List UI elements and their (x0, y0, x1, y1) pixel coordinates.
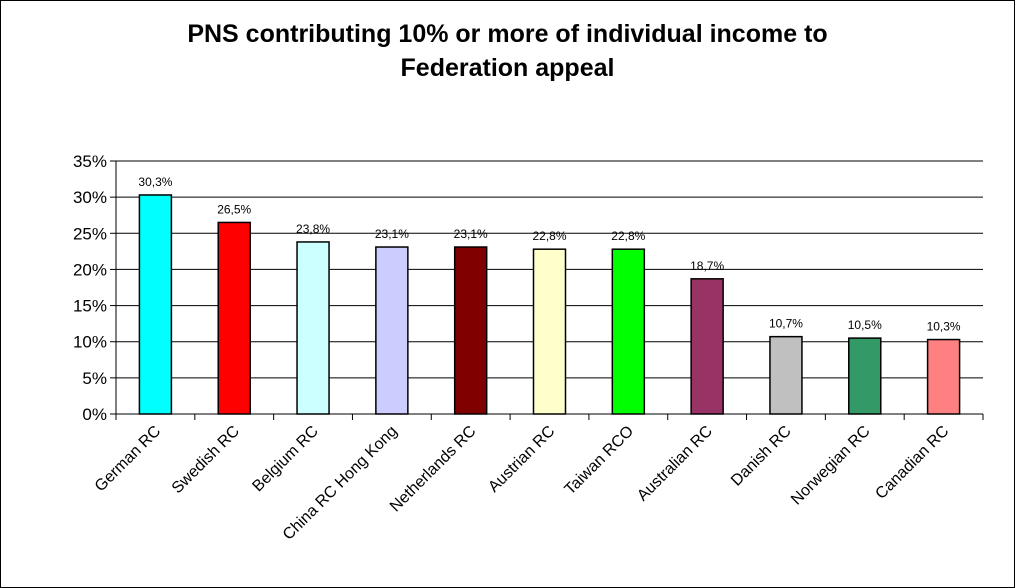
data-label: 23,8% (296, 222, 330, 236)
bar (690, 278, 724, 415)
y-tick-label: 25% (73, 224, 107, 243)
data-label: 10,7% (769, 317, 803, 331)
category-label: Norwegian RC (788, 423, 874, 509)
bar (926, 338, 961, 415)
y-tick-label: 5% (82, 369, 107, 388)
bar (296, 241, 330, 415)
data-label: 22,8% (611, 229, 645, 243)
category-label: Australian RC (634, 423, 716, 505)
category-label: Taiwan RCO (562, 423, 638, 499)
category-label: German RC (92, 423, 164, 495)
data-label: 10,5% (848, 318, 882, 332)
chart-title-line-2: Federation appeal (400, 54, 615, 82)
bar (848, 337, 882, 415)
bar (138, 194, 173, 415)
data-label: 10,3% (927, 320, 961, 334)
bar (217, 221, 251, 415)
data-label: 23,1% (454, 227, 488, 241)
data-label: 18,7% (690, 259, 724, 273)
bar (611, 248, 646, 415)
chart-title: PNS contributing 10% or more of individu… (1, 17, 1014, 85)
y-tick-label: 0% (82, 405, 107, 424)
bar (375, 246, 409, 415)
data-label: 30,3% (138, 175, 172, 189)
category-label: Austrian RC (485, 423, 558, 496)
data-label: 22,8% (532, 229, 566, 243)
y-tick-label: 15% (73, 297, 107, 316)
chart-title-line-1: PNS contributing 10% or more of individu… (187, 20, 828, 48)
data-label: 26,5% (217, 202, 251, 216)
y-tick-label: 35% (73, 152, 107, 171)
y-tick-label: 20% (73, 260, 107, 279)
bar (769, 335, 803, 415)
bar (453, 246, 488, 415)
y-tick-label: 10% (73, 333, 107, 352)
category-label: Danish RC (728, 423, 795, 490)
bar (532, 248, 567, 415)
data-label: 23,1% (375, 227, 409, 241)
category-label: Canadian RC (872, 423, 952, 503)
y-tick-label: 30% (73, 188, 107, 207)
category-label: Swedish RC (169, 423, 243, 497)
category-label: Netherlands RC (387, 423, 480, 516)
category-label: Belgium RC (249, 423, 321, 495)
